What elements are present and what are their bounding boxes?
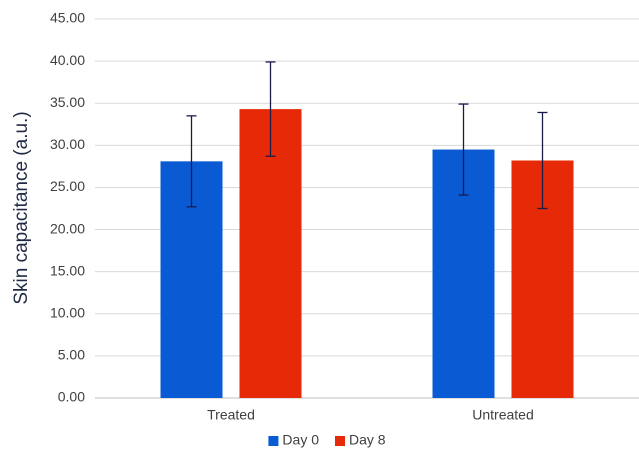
bar — [239, 109, 302, 399]
legend-swatch — [268, 436, 279, 446]
y-tick-label: 20.00 — [50, 220, 85, 236]
y-tick-label: 25.00 — [50, 178, 85, 194]
legend-label: Day 0 — [282, 432, 319, 448]
y-tick-label: 45.00 — [50, 10, 85, 26]
y-axis-label: Skin capacitance (a.u.) — [11, 111, 32, 304]
y-tick-label: 40.00 — [50, 52, 85, 68]
error-bar — [458, 103, 469, 196]
y-tick-label: 35.00 — [50, 94, 85, 110]
y-tick-label: 10.00 — [50, 304, 85, 320]
x-tick-label: Untreated — [472, 407, 533, 423]
error-bar — [537, 111, 548, 210]
legend-swatch — [335, 436, 345, 446]
legend-label: Day 8 — [349, 432, 386, 448]
y-tick-label: 5.00 — [58, 347, 85, 363]
y-tick-label: 15.00 — [50, 262, 85, 278]
error-bar — [265, 61, 276, 157]
y-tick-label: 0.00 — [58, 389, 85, 405]
error-bar — [186, 115, 197, 208]
x-tick-label: Treated — [207, 407, 255, 423]
y-tick-label: 30.00 — [50, 136, 85, 152]
